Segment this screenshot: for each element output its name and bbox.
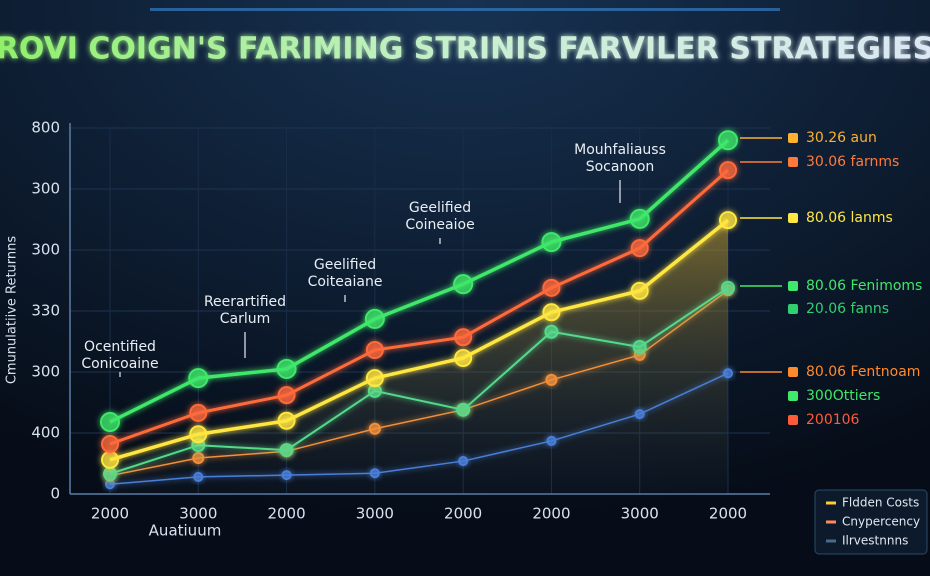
data-point bbox=[277, 411, 296, 430]
series-line bbox=[109, 372, 729, 485]
data-point bbox=[630, 239, 649, 258]
data-point bbox=[100, 412, 120, 433]
legend-label: Cnypercency bbox=[842, 515, 920, 529]
data-point bbox=[365, 369, 384, 388]
data-point bbox=[721, 280, 735, 295]
right-label: 80.06 Fentnoam bbox=[806, 364, 920, 380]
x-tick-label: 2000 bbox=[709, 505, 747, 523]
data-point bbox=[456, 402, 471, 417]
x-tick-label: 3000 bbox=[621, 505, 659, 523]
x-tick-label: 2000 bbox=[532, 505, 570, 523]
data-point bbox=[189, 425, 208, 444]
label-swatch bbox=[788, 391, 798, 401]
label-swatch bbox=[788, 281, 798, 291]
right-label: 200106 bbox=[806, 412, 860, 428]
x-tick-label: 2000 bbox=[267, 505, 305, 523]
legend-label: Fldden Costs bbox=[842, 496, 919, 510]
data-point bbox=[453, 274, 474, 295]
right-label: 80.06 Fenimoms bbox=[806, 278, 922, 294]
annotation: Geelified bbox=[409, 200, 471, 216]
label-swatch bbox=[788, 367, 798, 377]
y-axis-label: Cmunulatiive Returnns bbox=[5, 236, 20, 385]
data-point bbox=[542, 278, 561, 297]
right-label: 20.06 fanns bbox=[806, 301, 889, 317]
data-point bbox=[281, 470, 292, 481]
label-swatch bbox=[788, 213, 798, 223]
data-point bbox=[541, 232, 562, 253]
series-line bbox=[109, 286, 729, 475]
data-point bbox=[719, 161, 737, 180]
x-tick-label: 2000 bbox=[444, 505, 482, 523]
right-label: 300Ottiers bbox=[806, 388, 880, 404]
annotation: Carlum bbox=[220, 311, 271, 327]
annotation: Reerartified bbox=[204, 294, 286, 310]
y-tick-label: 330 bbox=[31, 302, 60, 320]
y-tick-label: 400 bbox=[31, 424, 60, 442]
right-label: 30.06 farnms bbox=[806, 154, 899, 170]
annotation: Conicoaine bbox=[81, 356, 158, 372]
data-point bbox=[723, 368, 733, 379]
series-line bbox=[109, 289, 729, 477]
label-swatch bbox=[788, 304, 798, 314]
y-tick-label: 800 bbox=[31, 119, 60, 137]
data-point bbox=[277, 386, 296, 405]
top-glow bbox=[150, 8, 780, 11]
annotation: Coiteaiane bbox=[308, 274, 383, 290]
y-tick-label: 300 bbox=[31, 363, 60, 381]
data-point bbox=[189, 403, 208, 422]
y-tick-label: 300 bbox=[31, 180, 60, 198]
y-tick-label: 0 bbox=[50, 485, 60, 503]
data-point bbox=[276, 358, 297, 379]
data-point bbox=[101, 434, 119, 453]
data-point bbox=[545, 373, 558, 386]
legend-label: Ilrvestnnns bbox=[842, 534, 908, 548]
data-point bbox=[364, 308, 385, 329]
chart-title: ROVI COIGN'S FARIMING STRINIS FARVILER S… bbox=[0, 32, 930, 67]
data-point bbox=[101, 450, 119, 469]
data-point bbox=[718, 130, 738, 151]
data-point bbox=[103, 466, 117, 481]
data-point bbox=[719, 211, 737, 230]
annotation: Ocentified bbox=[84, 339, 156, 355]
data-point bbox=[542, 303, 561, 322]
x-axis-label: Auatiuum bbox=[149, 522, 222, 540]
data-point bbox=[369, 468, 380, 479]
x-tick-label: 2000 bbox=[91, 505, 129, 523]
annotation: Mouhfaliauss bbox=[574, 142, 666, 158]
annotation: Socanoon bbox=[586, 159, 655, 175]
data-point bbox=[368, 422, 381, 435]
series-line bbox=[109, 218, 730, 462]
data-point bbox=[454, 348, 473, 367]
data-point bbox=[632, 339, 647, 354]
annotation: Coineaioe bbox=[405, 217, 474, 233]
series-line bbox=[109, 168, 729, 446]
data-point bbox=[192, 452, 205, 465]
legend-box bbox=[814, 489, 928, 555]
data-point bbox=[279, 443, 294, 458]
data-point bbox=[193, 471, 204, 482]
data-point bbox=[454, 328, 473, 347]
data-point bbox=[365, 341, 384, 360]
annotation: Geelified bbox=[314, 257, 376, 273]
right-label: 80.06 lanms bbox=[806, 210, 893, 226]
x-tick-label: 3000 bbox=[179, 505, 217, 523]
data-point bbox=[188, 368, 209, 389]
data-point bbox=[634, 409, 645, 420]
legend: Fldden Costs Cnypercency Ilrvestnnns bbox=[814, 489, 928, 555]
right-label: 30.26 aun bbox=[806, 130, 877, 146]
label-swatch bbox=[788, 133, 798, 143]
data-point bbox=[630, 281, 649, 300]
x-tick-label: 3000 bbox=[356, 505, 394, 523]
series-line bbox=[109, 138, 730, 424]
data-point bbox=[544, 324, 559, 339]
y-tick-label: 300 bbox=[31, 241, 60, 259]
label-swatch bbox=[788, 415, 798, 425]
data-point bbox=[629, 208, 650, 229]
data-point bbox=[458, 456, 469, 467]
label-swatch bbox=[788, 157, 798, 167]
data-point bbox=[546, 435, 557, 446]
